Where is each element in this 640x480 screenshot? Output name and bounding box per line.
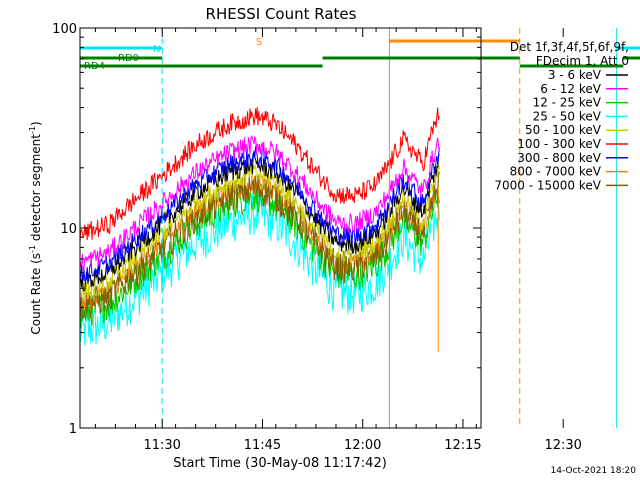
legend-label: 300 - 800 keV — [517, 151, 601, 165]
timestamp: 14-Oct-2021 18:20 — [551, 466, 637, 476]
flag-label-rd0: RD0 — [118, 53, 139, 64]
legend-label: 7000 - 15000 keV — [494, 178, 601, 192]
legend-label: 50 - 100 keV — [525, 123, 602, 137]
series-line — [80, 193, 440, 346]
legend-header-line-2: FDecim 1, Att 0 — [536, 54, 629, 68]
series-25-50-kev — [80, 193, 440, 346]
flag-label-s: S — [256, 37, 262, 48]
legend-label: 100 - 300 keV — [517, 137, 601, 151]
legend-label: 3 - 6 keV — [548, 68, 602, 82]
y-tick-label: 10 — [60, 222, 77, 237]
y-axis-label-part-1: Count Rate (s — [29, 253, 43, 335]
y-axis-label: Count Rate (s-1 detector segment-1) — [28, 121, 43, 334]
flag-layer: N S RD0 RD4 — [80, 37, 640, 72]
series-3-6-kev — [80, 152, 440, 292]
chart-title: RHESSI Count Rates — [206, 5, 357, 23]
series-line — [80, 171, 440, 320]
x-tick-label: 11:45 — [244, 438, 281, 453]
series-6-12-kev — [80, 135, 440, 271]
series-line — [80, 135, 440, 271]
legend-label: 25 - 50 keV — [533, 109, 602, 123]
flag-label-rd4: RD4 — [84, 61, 105, 72]
x-tick-label: 12:00 — [344, 438, 381, 453]
marker-layer — [161, 28, 618, 428]
series-line — [80, 146, 440, 283]
x-tick-label: 12:15 — [444, 438, 481, 453]
y-axis-label-sup-2: -1 — [28, 126, 37, 134]
series-line — [80, 152, 440, 292]
y-tick-label: 1 — [69, 422, 77, 437]
x-axis-label: Start Time (30-May-08 11:17:42) — [173, 456, 387, 471]
series-300-800-kev — [80, 146, 440, 283]
series-100-300-kev — [80, 107, 440, 243]
legend-header-line-1: Det 1f,3f,4f,5f,6f,9f, — [510, 40, 629, 54]
flag-label-n: N — [153, 44, 160, 55]
y-axis-label-sup-1: -1 — [28, 245, 37, 253]
y-axis-label-part-3: ) — [29, 121, 43, 126]
y-axis: 1 10 100 — [52, 22, 481, 437]
series-layer — [80, 107, 440, 346]
x-tick-label: 12:30 — [544, 438, 581, 453]
legend-label: 800 - 7000 keV — [510, 165, 602, 179]
y-tick-label: 100 — [52, 22, 77, 37]
legend-label: 12 - 25 keV — [533, 96, 602, 110]
y-axis-label-part-2: detector segment — [29, 134, 43, 245]
series-7000-15000-kev — [80, 171, 440, 320]
x-tick-label: 11:30 — [143, 438, 180, 453]
series-line — [80, 107, 440, 243]
legend: Det 1f,3f,4f,5f,6f,9f, FDecim 1, Att 0 3… — [494, 40, 629, 192]
legend-label: 6 - 12 keV — [540, 82, 602, 96]
